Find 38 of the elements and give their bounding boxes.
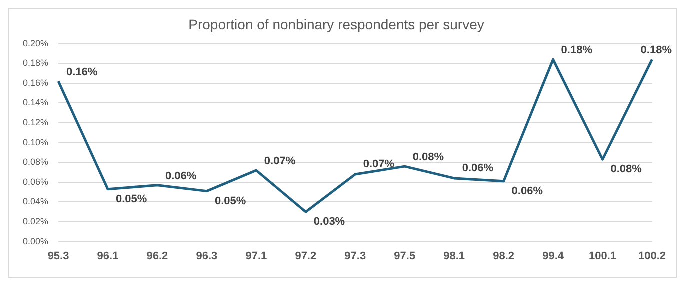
y-tick-label: 0.14%	[22, 98, 49, 108]
y-tick-label: 0.08%	[22, 157, 49, 168]
y-tick-label: 0.04%	[22, 196, 49, 207]
x-tick-label: 100.2	[638, 250, 666, 262]
data-label: 0.08%	[412, 152, 444, 164]
x-tick-label: 100.1	[588, 250, 617, 262]
y-tick-label: 0.10%	[22, 137, 49, 148]
x-tick-label: 97.3	[344, 250, 366, 262]
data-label: 0.07%	[264, 156, 296, 168]
data-label: 0.06%	[165, 170, 197, 182]
y-tick-label: 0.12%	[22, 117, 49, 128]
y-tick-label: 0.06%	[22, 176, 49, 187]
chart-title: Proportion of nonbinary respondents per survey	[188, 16, 484, 32]
data-label: 0.06%	[512, 185, 544, 198]
y-tick-label: 0.00%	[22, 236, 49, 246]
x-tick-label: 98.1	[444, 250, 466, 262]
x-tick-label: 95.3	[48, 250, 70, 262]
x-tick-label: 96.2	[146, 250, 168, 262]
data-label: 0.18%	[640, 44, 672, 57]
x-tick-label: 97.2	[295, 250, 317, 262]
x-tick-label: 96.3	[196, 250, 218, 262]
y-tick-label: 0.16%	[22, 78, 49, 88]
y-tick-label: 0.18%	[22, 58, 49, 68]
x-tick-label: 99.4	[542, 250, 565, 262]
x-tick-label: 97.1	[246, 250, 268, 262]
data-label: 0.08%	[610, 164, 642, 176]
data-label: 0.16%	[66, 66, 98, 78]
data-label: 0.06%	[462, 162, 494, 174]
data-label: 0.05%	[116, 193, 148, 206]
data-label: 0.18%	[561, 44, 593, 57]
x-tick-label: 98.2	[493, 250, 515, 262]
x-tick-label: 97.5	[394, 250, 416, 262]
data-label: 0.05%	[214, 195, 246, 208]
data-label: 0.03%	[314, 216, 346, 228]
x-tick-label: 96.1	[97, 250, 119, 262]
y-tick-label: 0.20%	[22, 38, 49, 48]
y-tick-label: 0.02%	[22, 216, 49, 226]
data-label: 0.07%	[363, 158, 395, 171]
